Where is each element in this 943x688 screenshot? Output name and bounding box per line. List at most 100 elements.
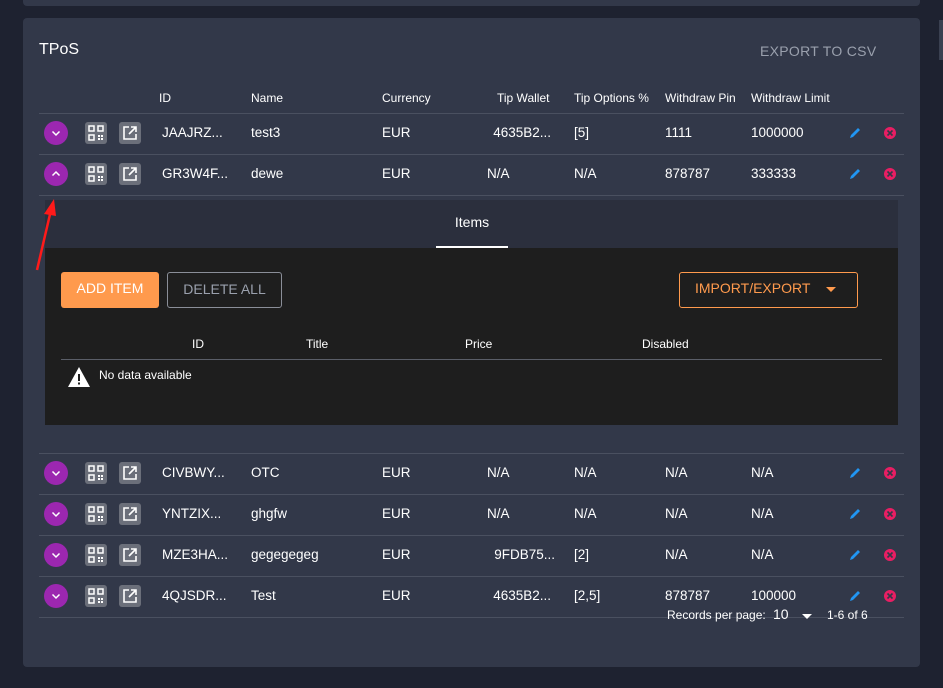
- open-in-new-icon: [123, 548, 137, 562]
- edit-button[interactable]: [847, 506, 863, 522]
- open-button[interactable]: [119, 503, 141, 525]
- qr-button[interactable]: [85, 585, 107, 607]
- cell-id: MZE3HA...: [162, 547, 229, 562]
- items-header-divider: [61, 359, 882, 360]
- header-withdraw-limit[interactable]: Withdraw Limit: [751, 91, 830, 105]
- qr-code-icon: [88, 125, 104, 141]
- cell-currency: EUR: [382, 547, 411, 562]
- caret-down-icon: [826, 287, 836, 292]
- chevron-up-icon: [51, 170, 61, 177]
- tab-bar: Items: [45, 200, 898, 248]
- row-divider: [39, 617, 904, 618]
- row-divider: [39, 154, 904, 155]
- delete-button[interactable]: [882, 465, 898, 481]
- qr-code-icon: [88, 166, 104, 182]
- expand-button[interactable]: [44, 543, 68, 567]
- cell-tip-options: [2]: [574, 547, 590, 562]
- edit-button[interactable]: [847, 547, 863, 563]
- row-divider: [39, 576, 904, 577]
- qr-button[interactable]: [85, 163, 107, 185]
- header-name[interactable]: Name: [251, 91, 284, 105]
- cancel-circle-icon: [884, 508, 896, 520]
- tpos-card: TPoS EXPORT TO CSV ID Name Currency Tip …: [23, 18, 920, 667]
- items-header-title[interactable]: Title: [306, 337, 329, 351]
- open-in-new-icon: [123, 589, 137, 603]
- caret-down-icon[interactable]: [802, 614, 812, 619]
- pencil-icon: [850, 591, 860, 601]
- import-export-label: IMPORT/EXPORT: [695, 280, 811, 296]
- scrollbar[interactable]: [939, 20, 943, 60]
- cancel-circle-icon: [884, 549, 896, 561]
- row-divider: [39, 453, 904, 454]
- header-tip-options[interactable]: Tip Options %: [574, 91, 649, 105]
- items-header-id[interactable]: ID: [192, 337, 204, 351]
- records-per-page-select[interactable]: 10: [773, 606, 789, 622]
- delete-button[interactable]: [882, 547, 898, 563]
- tab-indicator: [436, 246, 508, 248]
- chevron-down-icon: [51, 470, 61, 477]
- table-row: JAAJRZ... test3 EUR 4635B2... [5] 1111 1…: [39, 113, 904, 153]
- cell-tip-options: N/A: [574, 166, 597, 181]
- cell-tip-wallet: 4635B2...: [493, 588, 551, 603]
- open-button[interactable]: [119, 163, 141, 185]
- cell-withdraw-limit: 1000000: [751, 125, 804, 140]
- pencil-icon: [850, 550, 860, 560]
- header-tip-wallet[interactable]: Tip Wallet: [497, 91, 550, 105]
- cell-id: 4QJSDR...: [162, 588, 227, 603]
- header-id[interactable]: ID: [159, 91, 171, 105]
- edit-button[interactable]: [847, 125, 863, 141]
- open-button[interactable]: [119, 585, 141, 607]
- qr-code-icon: [88, 547, 104, 563]
- export-csv-button[interactable]: EXPORT TO CSV: [760, 43, 877, 59]
- open-button[interactable]: [119, 462, 141, 484]
- expand-button[interactable]: [44, 461, 68, 485]
- collapse-button[interactable]: [44, 162, 68, 186]
- open-button[interactable]: [119, 122, 141, 144]
- cell-withdraw-pin: N/A: [665, 547, 688, 562]
- tab-items[interactable]: Items: [454, 214, 490, 230]
- delete-button[interactable]: [882, 166, 898, 182]
- cell-name: ghgfw: [251, 506, 288, 521]
- table-row: 4QJSDR... Test EUR 4635B2... [2,5] 87878…: [39, 576, 904, 616]
- cell-name: dewe: [251, 166, 284, 181]
- pagination-range: 1-6 of 6: [827, 608, 868, 622]
- import-export-button[interactable]: IMPORT/EXPORT: [679, 272, 858, 308]
- expand-button[interactable]: [44, 584, 68, 608]
- header-currency[interactable]: Currency: [382, 91, 431, 105]
- open-in-new-icon: [123, 126, 137, 140]
- header-withdraw-pin[interactable]: Withdraw Pin: [665, 91, 736, 105]
- open-button[interactable]: [119, 544, 141, 566]
- cell-currency: EUR: [382, 506, 411, 521]
- expand-button[interactable]: [44, 502, 68, 526]
- delete-button[interactable]: [882, 588, 898, 604]
- delete-button[interactable]: [882, 506, 898, 522]
- qr-button[interactable]: [85, 544, 107, 566]
- cell-withdraw-limit: 100000: [751, 588, 797, 603]
- qr-button[interactable]: [85, 122, 107, 144]
- cell-currency: EUR: [382, 166, 411, 181]
- edit-button[interactable]: [847, 166, 863, 182]
- cell-tip-wallet: 9FDB75...: [494, 547, 555, 562]
- no-data-message: No data available: [99, 368, 192, 382]
- cell-id: GR3W4F...: [162, 166, 229, 181]
- cell-tip-options: N/A: [574, 465, 597, 480]
- items-header-disabled[interactable]: Disabled: [642, 337, 689, 351]
- cancel-circle-icon: [884, 590, 896, 602]
- table-row: MZE3HA... gegegegeg EUR 9FDB75... [2] N/…: [39, 535, 904, 575]
- qr-button[interactable]: [85, 462, 107, 484]
- delete-button[interactable]: [882, 125, 898, 141]
- qr-button[interactable]: [85, 503, 107, 525]
- cell-withdraw-pin: N/A: [665, 465, 688, 480]
- delete-all-button[interactable]: DELETE ALL: [167, 272, 282, 308]
- add-item-button[interactable]: ADD ITEM: [61, 272, 159, 308]
- edit-button[interactable]: [847, 588, 863, 604]
- edit-button[interactable]: [847, 465, 863, 481]
- cell-name: test3: [251, 125, 281, 140]
- cell-id: JAAJRZ...: [162, 125, 223, 140]
- chevron-down-icon: [51, 130, 61, 137]
- items-header-price[interactable]: Price: [465, 337, 493, 351]
- row-divider: [39, 494, 904, 495]
- expand-button[interactable]: [44, 121, 68, 145]
- cell-tip-wallet: N/A: [487, 166, 510, 181]
- cancel-circle-icon: [884, 168, 896, 180]
